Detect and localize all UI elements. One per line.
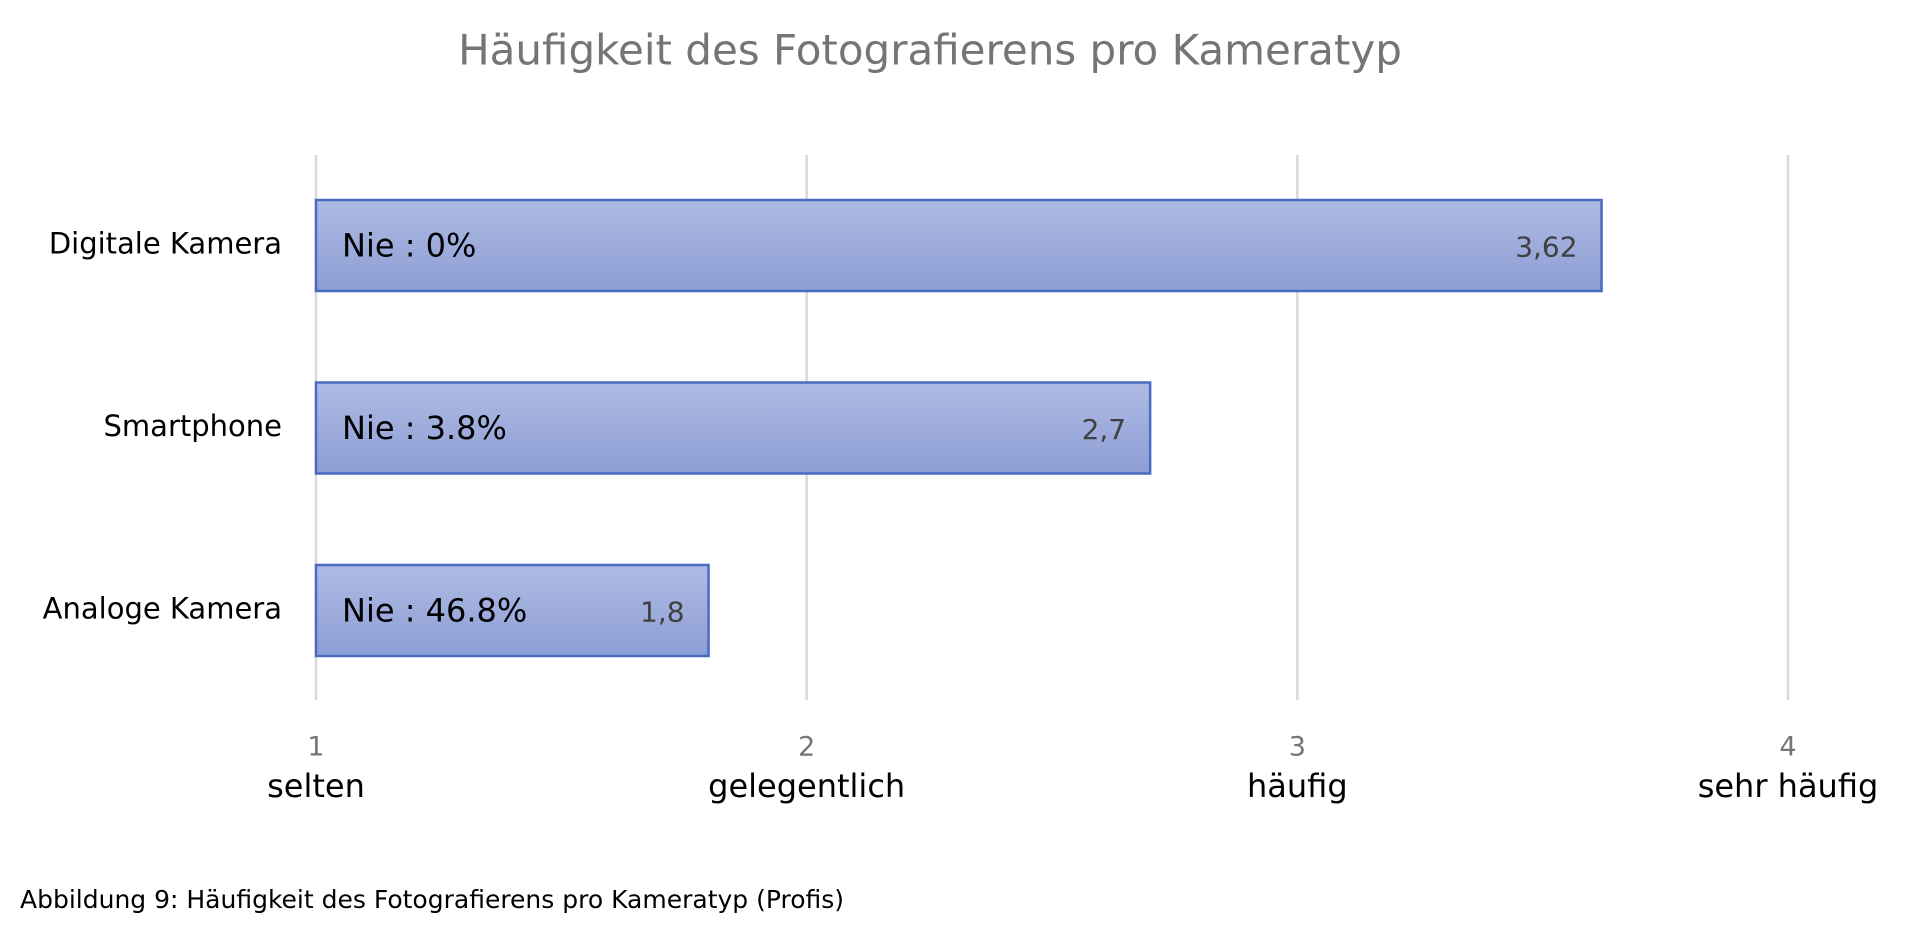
x-tick-label: 3 [1289, 732, 1306, 763]
x-tick-label: 4 [1779, 732, 1796, 763]
x-tick-description: häufig [1247, 767, 1348, 805]
x-tick-description: gelegentlich [708, 767, 905, 805]
bar-annotation: Nie : 3.8% [342, 409, 507, 447]
category-label: Digitale Kamera [49, 227, 282, 261]
chart-title: Häufigkeit des Fotografierens pro Kamera… [458, 26, 1402, 75]
value-label: 2,7 [1082, 413, 1127, 446]
x-tick-description: selten [267, 767, 365, 805]
bar-annotation: Nie : 0% [342, 227, 476, 265]
category-label: Analoge Kamera [43, 592, 282, 626]
x-tick-label: 2 [798, 732, 815, 763]
bar-annotation: Nie : 46.8% [342, 592, 527, 630]
caption: Abbildung 9: Häufigkeit des Fotografiere… [20, 885, 844, 914]
x-tick-label: 1 [307, 732, 324, 763]
bar [314, 563, 710, 658]
bar [314, 381, 1152, 475]
category-label: Smartphone [104, 409, 282, 443]
bar [314, 198, 1603, 293]
x-tick-description: sehr häufig [1698, 767, 1879, 805]
value-label: 1,8 [640, 596, 685, 629]
value-label: 3,62 [1515, 231, 1577, 264]
